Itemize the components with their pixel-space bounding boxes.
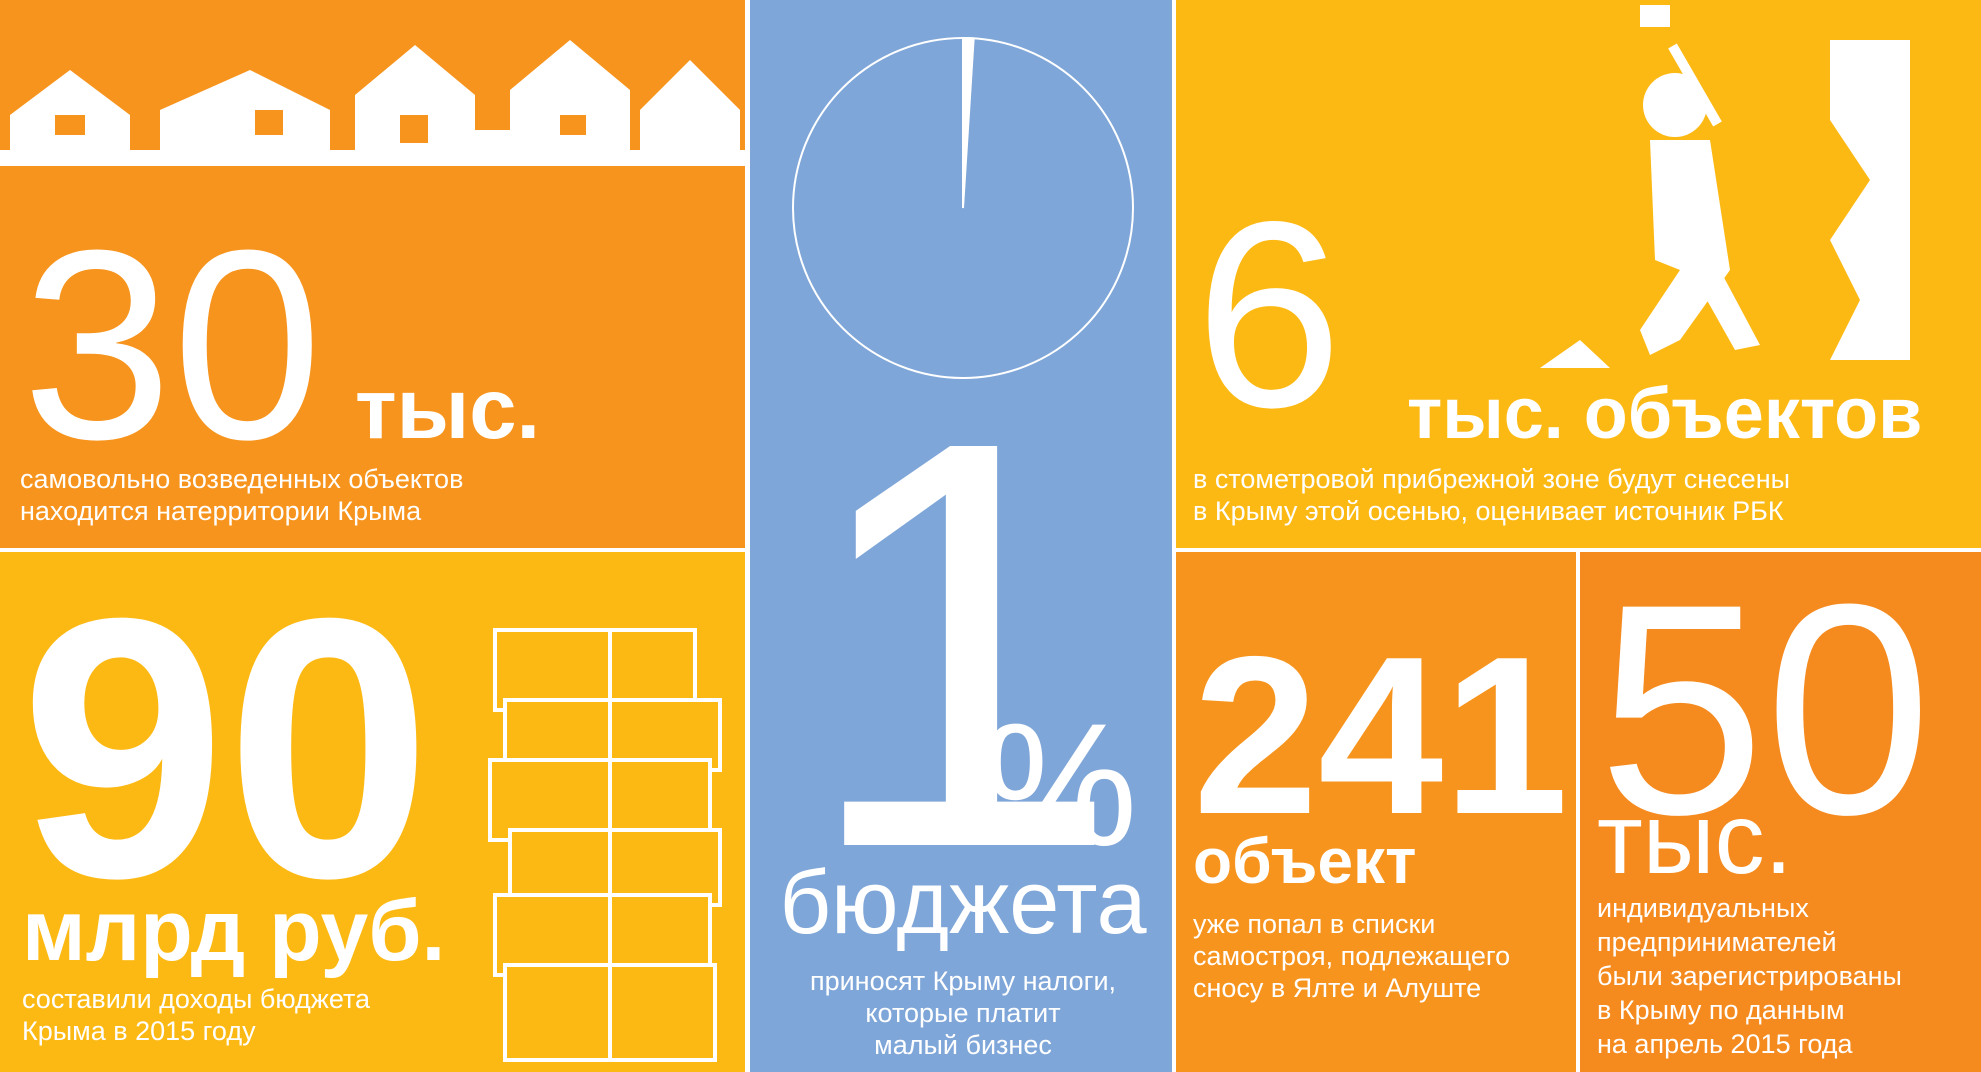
caption: составили доходы бюджета [22, 984, 371, 1014]
unit: тыс. [355, 362, 540, 457]
caption: в стометровой прибрежной зоне будут снес… [1193, 464, 1790, 494]
unit: млрд руб. [22, 883, 445, 979]
caption: на апрель 2015 года [1597, 1029, 1854, 1059]
caption: в Крыму этой осенью, оценивает источник … [1193, 496, 1784, 526]
unit: тыс. [1597, 783, 1792, 895]
caption: Крыма в 2015 году [22, 1016, 256, 1046]
caption: сносу в Ялте и Алуште [1193, 973, 1481, 1003]
unit: бюджета [779, 853, 1147, 953]
caption: находится натерритории Крыма [20, 496, 422, 526]
caption: которые платит [865, 998, 1060, 1028]
unit: тыс. объектов [1407, 374, 1922, 454]
caption: индивидуальных [1597, 893, 1809, 923]
caption: самовольно возведенных объектов [20, 464, 463, 494]
money-icon [490, 630, 720, 1060]
big-number: 6 [1195, 167, 1342, 463]
caption: в Крыму по данным [1597, 995, 1845, 1025]
infographic: 30 тыс. самовольно возведенных объектов … [0, 0, 1981, 1072]
caption: самостроя, подлежащего [1193, 941, 1510, 971]
unit: объект [1193, 825, 1416, 897]
big-number: 241 [1193, 609, 1568, 861]
caption: были зарегистрированы [1597, 961, 1902, 991]
big-number: 30 [22, 195, 322, 496]
caption: малый бизнес [874, 1030, 1052, 1060]
caption: приносят Крыму налоги, [810, 966, 1116, 996]
ground-strip [0, 150, 745, 166]
caption: предпринимателей [1597, 927, 1837, 957]
caption: уже попал в списки [1193, 909, 1435, 939]
